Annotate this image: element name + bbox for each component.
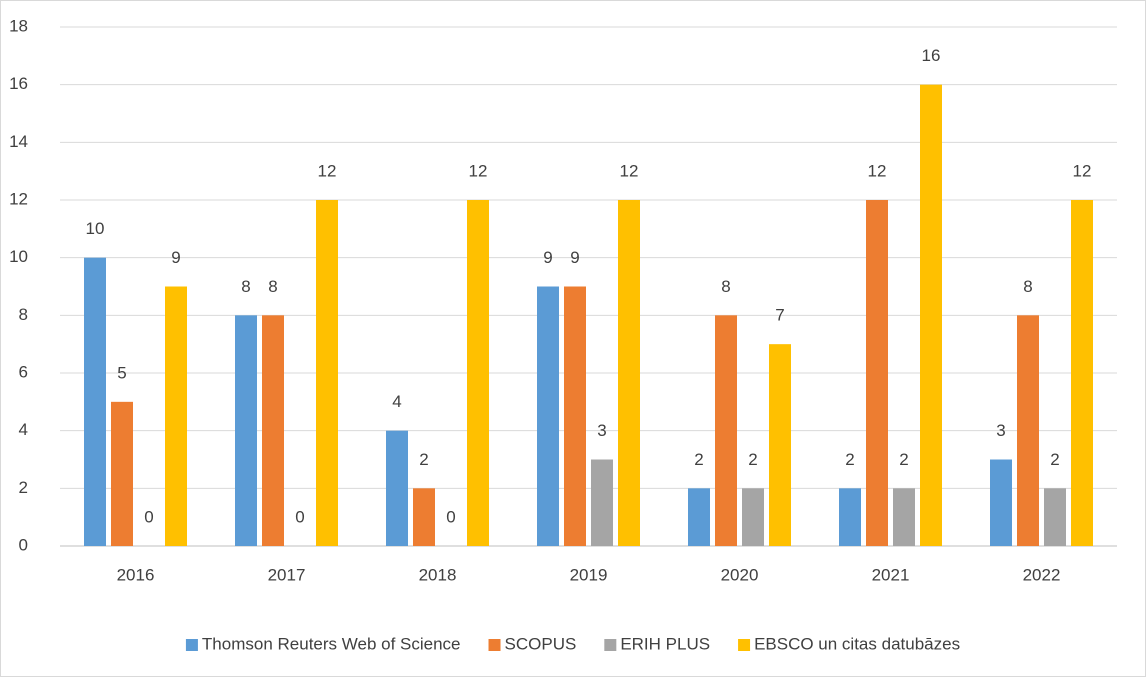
data-label: 2 — [748, 450, 757, 469]
y-tick-label: 6 — [19, 362, 28, 381]
bar — [591, 459, 613, 546]
data-label: 0 — [295, 507, 304, 526]
bar — [715, 315, 737, 546]
bar — [564, 286, 586, 546]
data-label: 8 — [1023, 277, 1032, 296]
x-tick-label: 2020 — [721, 565, 759, 584]
legend-label: ERIH PLUS — [620, 634, 710, 653]
data-label: 8 — [268, 277, 277, 296]
data-label: 8 — [241, 277, 250, 296]
data-label: 2 — [899, 450, 908, 469]
x-tick-label: 2022 — [1023, 565, 1061, 584]
y-tick-label: 0 — [19, 535, 28, 554]
bar — [111, 401, 133, 546]
data-label: 12 — [868, 161, 887, 180]
bar — [316, 200, 338, 546]
bar — [467, 200, 489, 546]
data-label: 0 — [446, 507, 455, 526]
x-tick-label: 2018 — [419, 565, 457, 584]
legend-swatch — [185, 639, 198, 651]
legend-label: SCOPUS — [505, 634, 577, 653]
data-label: 12 — [620, 161, 639, 180]
bar — [537, 286, 559, 546]
x-tick-label: 2016 — [117, 565, 155, 584]
data-label: 12 — [469, 161, 488, 180]
y-tick-label: 16 — [9, 74, 28, 93]
legend-label: Thomson Reuters Web of Science — [202, 634, 461, 653]
data-label: 3 — [597, 421, 606, 440]
y-tick-label: 18 — [9, 16, 28, 35]
bar — [1017, 315, 1039, 546]
y-tick-label: 2 — [19, 478, 28, 497]
bar — [262, 315, 284, 546]
y-tick-label: 10 — [9, 247, 28, 266]
data-label: 2 — [419, 450, 428, 469]
data-label: 16 — [922, 46, 941, 65]
data-label: 5 — [117, 363, 126, 382]
bar — [866, 200, 888, 546]
data-label: 2 — [1050, 450, 1059, 469]
x-tick-label: 2019 — [570, 565, 608, 584]
bar — [893, 488, 915, 546]
data-label: 9 — [570, 248, 579, 267]
data-label: 12 — [318, 161, 337, 180]
bar — [1044, 488, 1066, 546]
x-tick-label: 2017 — [268, 565, 306, 584]
data-label: 4 — [392, 392, 401, 411]
bar — [413, 488, 435, 546]
bar — [165, 286, 187, 546]
legend-swatch — [604, 639, 617, 651]
data-label: 7 — [775, 306, 784, 325]
data-label: 3 — [996, 421, 1005, 440]
bar — [235, 315, 257, 546]
bar — [769, 344, 791, 546]
data-label: 8 — [721, 277, 730, 296]
bar — [386, 430, 408, 546]
data-label: 9 — [543, 248, 552, 267]
bar — [742, 488, 764, 546]
y-tick-label: 8 — [19, 305, 28, 324]
bar — [1071, 200, 1093, 546]
data-label: 0 — [144, 507, 153, 526]
bar — [990, 459, 1012, 546]
bar — [839, 488, 861, 546]
data-label: 2 — [845, 450, 854, 469]
data-label: 10 — [86, 219, 105, 238]
y-tick-label: 14 — [9, 132, 28, 151]
data-label: 2 — [694, 450, 703, 469]
y-tick-label: 4 — [19, 420, 28, 439]
legend-swatch — [488, 639, 501, 651]
bar — [688, 488, 710, 546]
bar — [920, 84, 942, 547]
y-tick-label: 12 — [9, 189, 28, 208]
x-tick-label: 2021 — [872, 565, 910, 584]
legend-label: EBSCO un citas datubāzes — [754, 634, 960, 653]
bar — [84, 257, 106, 546]
legend-swatch — [738, 639, 751, 651]
bar — [618, 200, 640, 546]
data-label: 12 — [1073, 161, 1092, 180]
data-label: 9 — [171, 248, 180, 267]
